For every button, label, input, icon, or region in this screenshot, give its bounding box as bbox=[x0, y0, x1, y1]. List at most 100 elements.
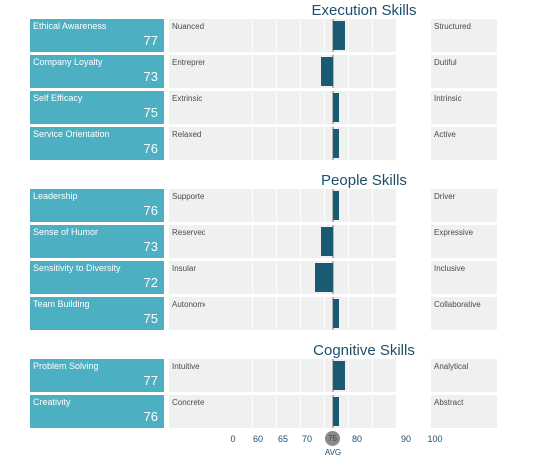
track-cell bbox=[301, 19, 324, 52]
track-cell bbox=[205, 261, 228, 294]
skill-label: Ethical Awareness 77 bbox=[30, 19, 164, 52]
track-cell bbox=[349, 91, 372, 124]
track-cell bbox=[229, 395, 252, 428]
skill-name: Company Loyalty bbox=[33, 57, 103, 67]
low-anchor-text: Insular bbox=[172, 264, 197, 273]
skill-row: Sensitivity to Diversity 72 Insular Inclusi… bbox=[30, 261, 497, 294]
track-cell bbox=[301, 55, 324, 88]
track-cell bbox=[373, 127, 396, 160]
track-cell bbox=[277, 395, 300, 428]
high-anchor-text: Driver bbox=[434, 192, 456, 201]
score-bar bbox=[333, 93, 339, 122]
high-anchor-label: Dutiful bbox=[431, 55, 497, 88]
high-anchor-text: Abstract bbox=[434, 398, 464, 407]
skill-label: Company Loyalty 73 bbox=[30, 55, 164, 88]
high-anchor-text: Active bbox=[434, 130, 456, 139]
track-cell bbox=[349, 297, 372, 330]
score-bar bbox=[333, 299, 339, 328]
skill-row: Ethical Awareness 77 Nuanced Structured bbox=[30, 19, 497, 52]
track-cell bbox=[253, 395, 276, 428]
axis-tick-label: 100 bbox=[427, 434, 443, 444]
high-anchor-label: Intrinsic bbox=[431, 91, 497, 124]
skill-score: 76 bbox=[143, 203, 158, 218]
track-cell bbox=[253, 55, 276, 88]
track-cell bbox=[277, 91, 300, 124]
high-anchor-text: Intrinsic bbox=[434, 94, 462, 103]
skill-name: Sense of Humor bbox=[33, 227, 99, 237]
track-cell bbox=[253, 297, 276, 330]
low-anchor-text: Entrepreneurial bbox=[172, 58, 227, 67]
low-anchor-text: Autonomous bbox=[172, 300, 217, 309]
high-anchor-label: Expressive bbox=[431, 225, 497, 258]
track-cell bbox=[229, 359, 252, 392]
track-cell bbox=[277, 225, 300, 258]
skill-label: Sensitivity to Diversity 72 bbox=[30, 261, 164, 294]
low-anchor-text: Concrete bbox=[172, 398, 205, 407]
track-cell bbox=[349, 261, 372, 294]
track-cell bbox=[253, 225, 276, 258]
skill-score: 76 bbox=[143, 141, 158, 156]
high-anchor-text: Collaborative bbox=[434, 300, 481, 309]
axis-tick-label: 90 bbox=[400, 434, 411, 444]
skill-label: Creativity 76 bbox=[30, 395, 164, 428]
skill-score: 75 bbox=[143, 105, 158, 120]
skill-row: Problem Solving 77 Intuitive Analytical bbox=[30, 359, 497, 392]
track-cell bbox=[205, 55, 228, 88]
score-bar bbox=[333, 21, 345, 50]
score-bar bbox=[333, 129, 339, 158]
average-marker: 75 bbox=[325, 431, 340, 446]
high-anchor-text: Analytical bbox=[434, 362, 469, 371]
track-cell bbox=[373, 19, 396, 52]
skill-row: Self Efficacy 75 Extrinsic Intrinsic bbox=[30, 91, 497, 124]
track-cell bbox=[277, 261, 300, 294]
section-title: Cognitive Skills bbox=[313, 342, 415, 359]
axis-tick-label: 0 bbox=[230, 434, 236, 444]
track-cell bbox=[229, 189, 252, 222]
track-cell bbox=[349, 127, 372, 160]
high-anchor-label: Abstract bbox=[431, 395, 497, 428]
track-cell bbox=[301, 225, 324, 258]
skill-label: Leadership 76 bbox=[30, 189, 164, 222]
track-cell bbox=[205, 225, 228, 258]
track-cell bbox=[373, 261, 396, 294]
track-cell bbox=[229, 91, 252, 124]
track-cell bbox=[349, 395, 372, 428]
section-title: People Skills bbox=[321, 172, 407, 189]
skill-name: Ethical Awareness bbox=[33, 21, 107, 31]
skill-name: Team Building bbox=[33, 299, 90, 309]
track-cell bbox=[277, 127, 300, 160]
high-anchor-text: Dutiful bbox=[434, 58, 457, 67]
skill-row: Company Loyalty 73 Entrepreneurial Dutiful bbox=[30, 55, 497, 88]
skill-row: Creativity 76 Concrete Abstract bbox=[30, 395, 497, 428]
score-bar bbox=[315, 263, 333, 292]
score-bar bbox=[321, 57, 333, 86]
track-cell bbox=[205, 359, 228, 392]
track-cell bbox=[229, 297, 252, 330]
high-anchor-text: Inclusive bbox=[434, 264, 466, 273]
skill-name: Service Orientation bbox=[33, 129, 110, 139]
skill-score: 77 bbox=[143, 373, 158, 388]
skill-score: 77 bbox=[143, 33, 158, 48]
average-line bbox=[332, 55, 334, 88]
track-cell bbox=[205, 395, 228, 428]
track-cell bbox=[253, 19, 276, 52]
score-bar bbox=[333, 191, 339, 220]
track-cell bbox=[301, 189, 324, 222]
low-anchor-text: Supporter bbox=[172, 192, 208, 201]
skill-row: Team Building 75 Autonomous Collaborative bbox=[30, 297, 497, 330]
track-cell bbox=[205, 297, 228, 330]
low-anchor-text: Extrinsic bbox=[172, 94, 203, 103]
skill-label: Problem Solving 77 bbox=[30, 359, 164, 392]
track-cell bbox=[373, 55, 396, 88]
skill-name: Creativity bbox=[33, 397, 71, 407]
high-anchor-text: Structured bbox=[434, 22, 471, 31]
track-cell bbox=[277, 297, 300, 330]
average-line bbox=[332, 225, 334, 258]
high-anchor-label: Inclusive bbox=[431, 261, 497, 294]
track-cell bbox=[205, 127, 228, 160]
track-cell bbox=[373, 91, 396, 124]
score-bar bbox=[321, 227, 333, 256]
track-cell bbox=[301, 91, 324, 124]
skill-label: Team Building 75 bbox=[30, 297, 164, 330]
